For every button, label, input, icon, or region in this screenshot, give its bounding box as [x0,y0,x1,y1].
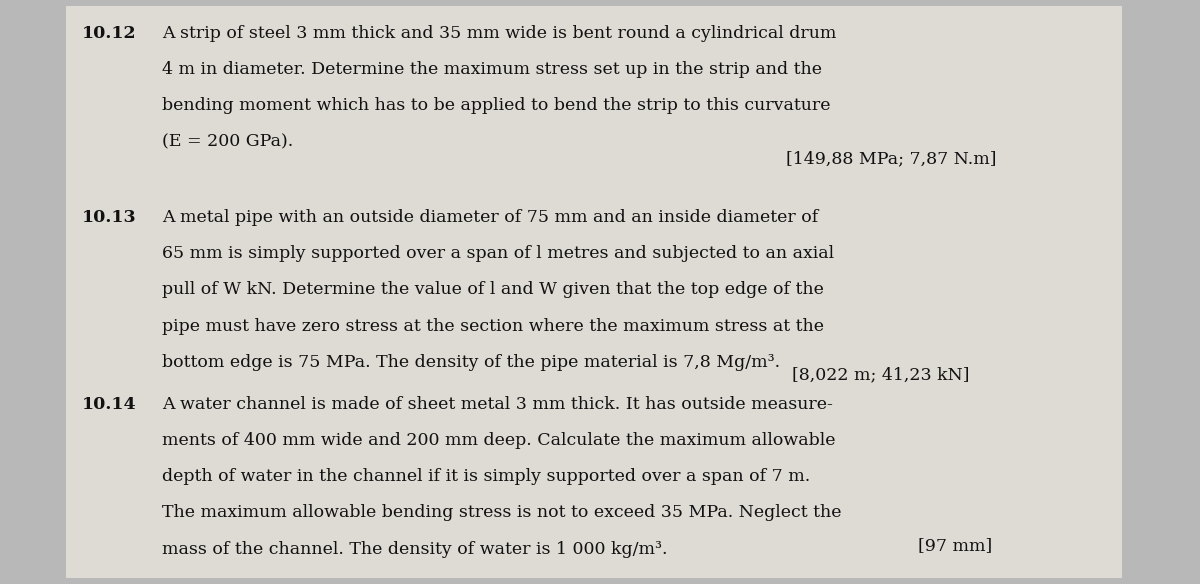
Text: A strip of steel 3 mm thick and 35 mm wide is bent round a cylindrical drum: A strip of steel 3 mm thick and 35 mm wi… [162,25,836,42]
Text: A water channel is made of sheet metal 3 mm thick. It has outside measure-: A water channel is made of sheet metal 3… [162,396,833,413]
Text: 4 m in diameter. Determine the maximum stress set up in the strip and the: 4 m in diameter. Determine the maximum s… [162,61,822,78]
Text: [149,88 MPa; 7,87 N.m]: [149,88 MPa; 7,87 N.m] [786,151,996,168]
Text: The maximum allowable bending stress is not to exceed 35 MPa. Neglect the: The maximum allowable bending stress is … [162,505,841,522]
Text: mass of the channel. The density of water is 1 000 kg/m³.: mass of the channel. The density of wate… [162,541,667,558]
Text: [97 mm]: [97 mm] [918,537,992,554]
Text: 10.13: 10.13 [82,209,137,226]
Text: ments of 400 mm wide and 200 mm deep. Calculate the maximum allowable: ments of 400 mm wide and 200 mm deep. Ca… [162,432,835,449]
Text: [8,022 m; 41,23 kN]: [8,022 m; 41,23 kN] [792,367,970,384]
Text: pull of W kN. Determine the value of l and W given that the top edge of the: pull of W kN. Determine the value of l a… [162,281,824,298]
Text: (E = 200 GPa).: (E = 200 GPa). [162,134,293,151]
Text: depth of water in the channel if it is simply supported over a span of 7 m.: depth of water in the channel if it is s… [162,468,810,485]
Text: 65 mm is simply supported over a span of l metres and subjected to an axial: 65 mm is simply supported over a span of… [162,245,834,262]
Text: bending moment which has to be applied to bend the strip to this curvature: bending moment which has to be applied t… [162,98,830,114]
Text: pipe must have zero stress at the section where the maximum stress at the: pipe must have zero stress at the sectio… [162,318,824,335]
Text: 10.14: 10.14 [82,396,137,413]
Text: bottom edge is 75 MPa. The density of the pipe material is 7,8 Mg/m³.: bottom edge is 75 MPa. The density of th… [162,354,780,371]
Text: A metal pipe with an outside diameter of 75 mm and an inside diameter of: A metal pipe with an outside diameter of… [162,209,818,226]
Text: 10.12: 10.12 [82,25,136,42]
